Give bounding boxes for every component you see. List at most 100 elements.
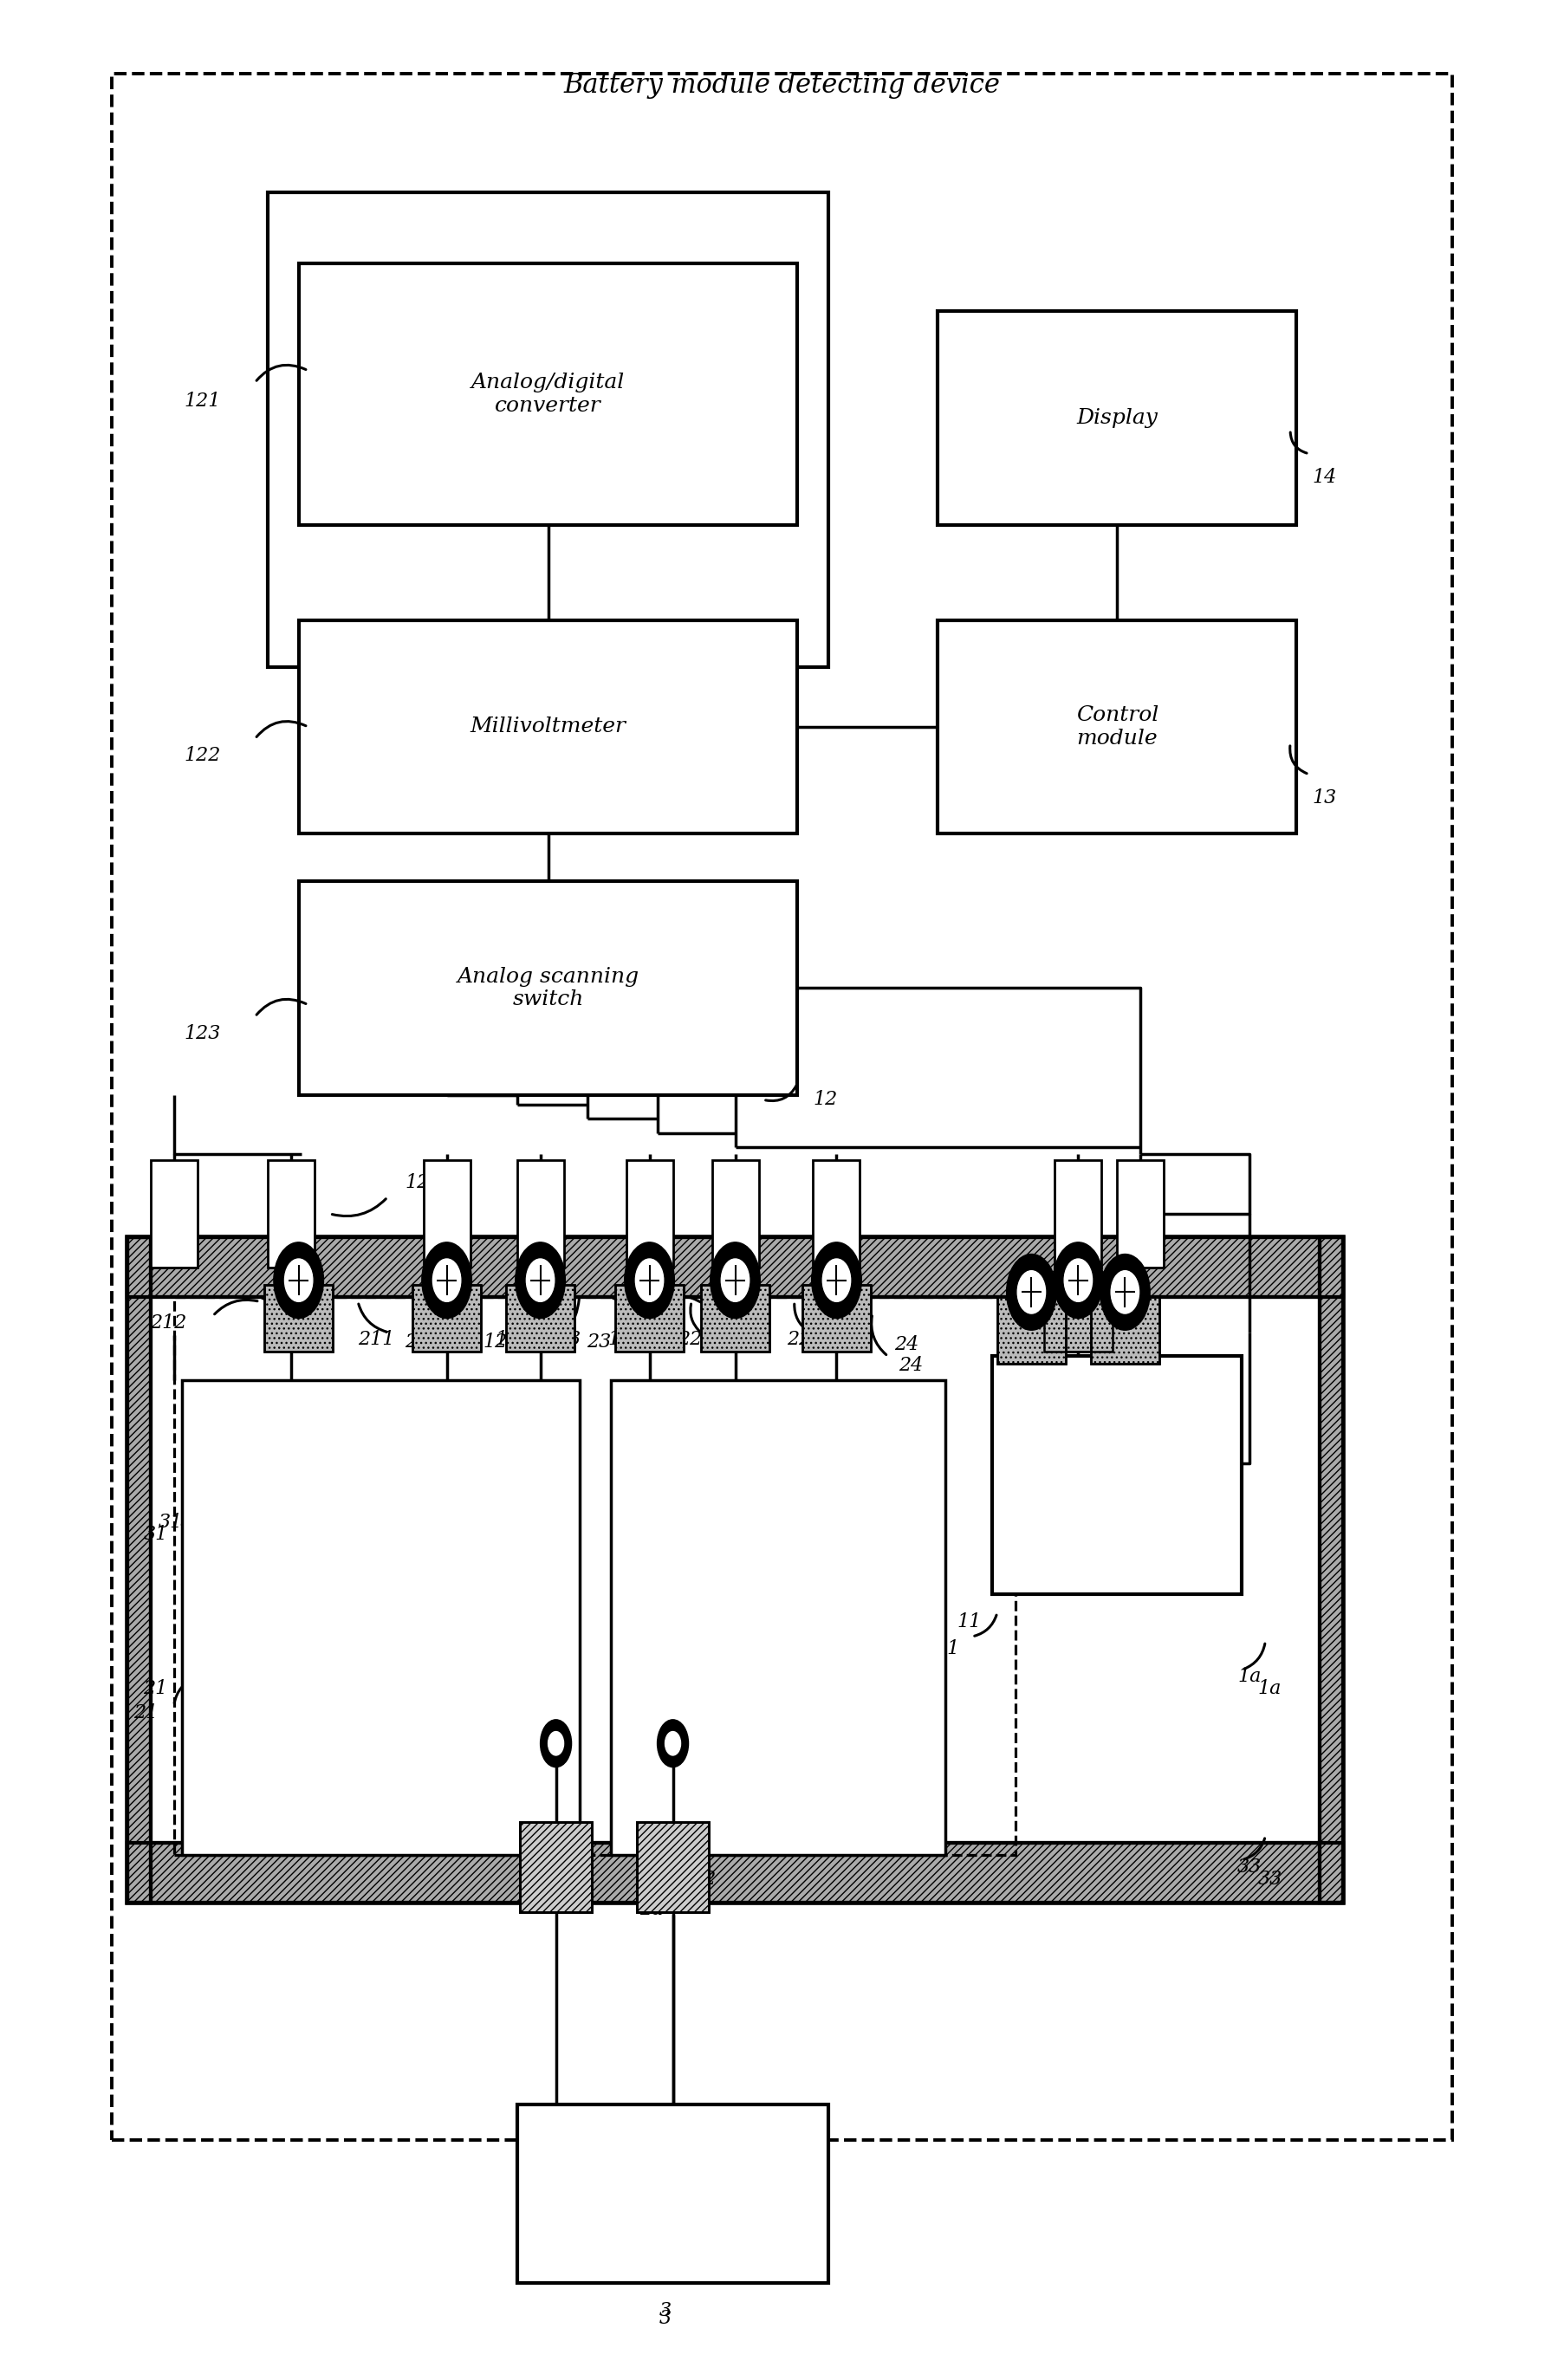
Circle shape <box>1064 1259 1092 1302</box>
Bar <box>712 1161 759 1266</box>
Text: 124: 124 <box>483 1333 519 1352</box>
Circle shape <box>635 1259 663 1302</box>
Bar <box>127 1238 150 1902</box>
Text: 221: 221 <box>712 1333 749 1352</box>
Bar <box>938 312 1297 526</box>
Circle shape <box>274 1242 324 1319</box>
Text: Analog scanning
switch: Analog scanning switch <box>457 966 640 1009</box>
Text: 11: 11 <box>957 1614 981 1633</box>
Bar <box>701 1285 769 1352</box>
Circle shape <box>285 1259 313 1302</box>
Text: Millivoltmeter: Millivoltmeter <box>471 716 626 738</box>
Circle shape <box>1007 1254 1056 1330</box>
Bar <box>1117 1161 1164 1266</box>
Bar <box>507 1285 574 1352</box>
Circle shape <box>710 1242 760 1319</box>
Text: 126: 126 <box>496 1330 532 1349</box>
Text: 122: 122 <box>185 745 221 764</box>
Bar <box>637 1821 708 1911</box>
Circle shape <box>657 1721 688 1768</box>
Text: 222: 222 <box>821 1333 857 1352</box>
Bar <box>1320 1238 1343 1902</box>
Text: 21: 21 <box>135 1704 158 1723</box>
Bar <box>111 74 1453 2140</box>
Bar <box>802 1285 871 1352</box>
Bar <box>518 2104 829 2282</box>
Bar <box>938 619 1297 833</box>
Text: 211: 211 <box>405 1333 441 1352</box>
Bar <box>998 1297 1065 1364</box>
Bar <box>1320 1238 1343 1902</box>
Bar <box>127 1238 1343 1902</box>
Text: 2a: 2a <box>640 1899 663 1918</box>
Bar <box>518 1161 563 1266</box>
Text: Voltage
detecting module: Voltage detecting module <box>452 264 644 307</box>
Circle shape <box>665 1733 680 1756</box>
Text: Load: Load <box>646 2182 701 2204</box>
Text: Battery module detecting device: Battery module detecting device <box>563 71 1001 100</box>
Bar <box>521 1821 591 1911</box>
Circle shape <box>433 1259 461 1302</box>
Text: 23: 23 <box>586 1333 612 1352</box>
Text: 127: 127 <box>405 1173 441 1192</box>
Bar <box>174 1297 1017 1854</box>
Bar <box>127 1238 1343 1297</box>
Circle shape <box>1053 1242 1103 1319</box>
Bar <box>264 1285 333 1352</box>
Text: 124: 124 <box>444 1330 480 1349</box>
Bar <box>127 1842 1343 1902</box>
Text: First battery
unit: First battery unit <box>311 1597 450 1640</box>
Text: 13: 13 <box>1312 788 1337 807</box>
Text: 31: 31 <box>144 1526 167 1545</box>
Text: Analog/digital
converter: Analog/digital converter <box>471 374 626 416</box>
Text: Control
module: Control module <box>1076 704 1159 747</box>
Bar <box>813 1161 860 1266</box>
Bar <box>993 1357 1242 1595</box>
Text: 126: 126 <box>532 1333 569 1352</box>
Bar <box>507 1285 574 1352</box>
Text: 121: 121 <box>185 393 221 412</box>
Text: 11: 11 <box>935 1640 960 1659</box>
Circle shape <box>540 1721 571 1768</box>
Circle shape <box>823 1259 851 1302</box>
Bar <box>264 1285 333 1352</box>
Bar <box>1043 1285 1112 1352</box>
Bar <box>181 1380 579 1854</box>
Bar <box>1090 1297 1159 1364</box>
Text: 24: 24 <box>895 1335 920 1354</box>
Bar <box>413 1285 482 1352</box>
Bar <box>626 1161 673 1266</box>
Bar <box>1090 1297 1159 1364</box>
Circle shape <box>1110 1271 1139 1314</box>
Circle shape <box>547 1733 563 1756</box>
Bar <box>610 1380 946 1854</box>
Bar <box>267 193 829 666</box>
Bar <box>127 1842 1343 1902</box>
Text: 21: 21 <box>142 1680 167 1699</box>
Text: 125: 125 <box>608 1330 644 1349</box>
Circle shape <box>1018 1271 1045 1314</box>
Bar <box>701 1285 769 1352</box>
Text: Second
battery unit: Second battery unit <box>713 1597 843 1640</box>
Bar <box>615 1285 683 1352</box>
Circle shape <box>812 1242 862 1319</box>
Text: 22: 22 <box>691 1868 716 1887</box>
Text: 33: 33 <box>1237 1856 1262 1875</box>
Text: 31: 31 <box>158 1514 183 1533</box>
Bar <box>424 1161 471 1266</box>
Text: 212: 212 <box>150 1314 186 1333</box>
Text: 14: 14 <box>1312 469 1337 488</box>
Text: Display: Display <box>1076 407 1157 428</box>
Bar <box>413 1285 482 1352</box>
Bar <box>637 1821 708 1911</box>
Text: Shunt: Shunt <box>1084 1466 1150 1485</box>
Text: 24: 24 <box>899 1357 923 1376</box>
Text: 3: 3 <box>658 2309 671 2328</box>
Text: 3: 3 <box>658 2301 671 2320</box>
Circle shape <box>422 1242 472 1319</box>
Circle shape <box>624 1242 674 1319</box>
Bar <box>802 1285 871 1352</box>
Bar <box>299 264 798 526</box>
Circle shape <box>527 1259 554 1302</box>
Text: 221: 221 <box>677 1330 715 1349</box>
